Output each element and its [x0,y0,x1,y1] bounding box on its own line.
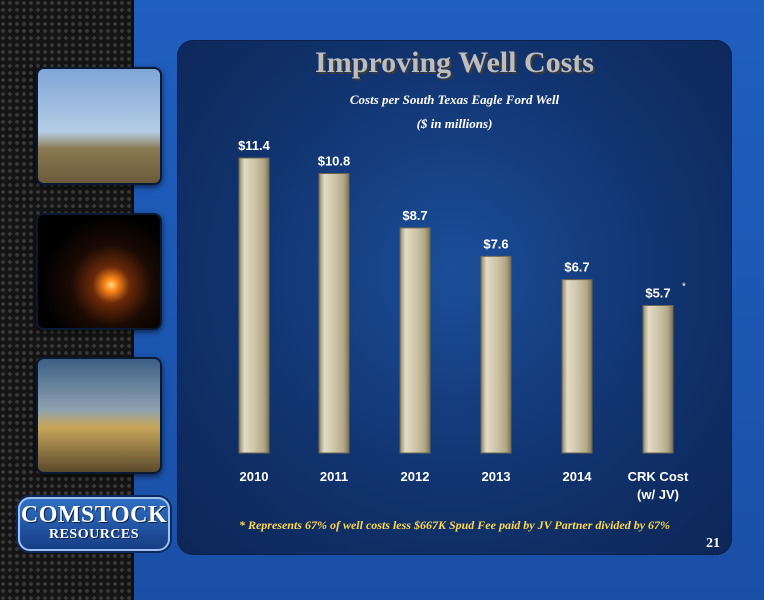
pumpjacks-photo [36,357,162,474]
bar-5 [642,305,674,454]
footnote: * Represents 67% of well costs less $667… [238,518,671,532]
category-label-5: CRK Cost (w/ JV) [628,469,689,502]
gas-flare-photo [36,213,162,330]
category-label-0: 2010 [240,469,269,484]
logo-line2: RESOURCES [48,527,140,542]
bar-value-label-2: $8.7 [402,208,427,223]
bar-chart: $11.4 2010 $10.8 2011 $8.7 2012 $7.6 2013 $6.7 20… [238,138,689,502]
bar-1 [318,173,350,454]
bar-value-label-5: $5.7 [645,286,670,301]
category-label-4: 2014 [563,469,593,484]
logo-line1: COMSTOCK [20,502,168,528]
chart-subtitle: Costs per South Texas Eagle Ford Well [349,92,560,107]
bar-value-label-4: $6.7 [564,260,589,275]
page-number: 21 [706,536,720,551]
comstock-logo: COMSTOCK RESOURCES [18,497,170,551]
drilling-rigs-photo [36,67,162,185]
annotation-asterisk-0: * [682,282,686,293]
category-label-2: 2012 [401,469,430,484]
page-title: Improving Well Costs [315,46,594,79]
bar-4 [561,279,593,454]
bar-3 [480,255,512,454]
category-label-1: 2011 [320,469,348,484]
bar-2 [399,227,431,454]
category-label-3: 2013 [482,469,511,484]
bar-value-label-0: $11.4 [238,138,271,153]
bar-value-label-3: $7.6 [483,236,508,251]
bar-value-label-1: $10.8 [318,154,351,169]
chart-units: ($ in millions) [416,116,493,131]
bar-0 [238,157,270,454]
